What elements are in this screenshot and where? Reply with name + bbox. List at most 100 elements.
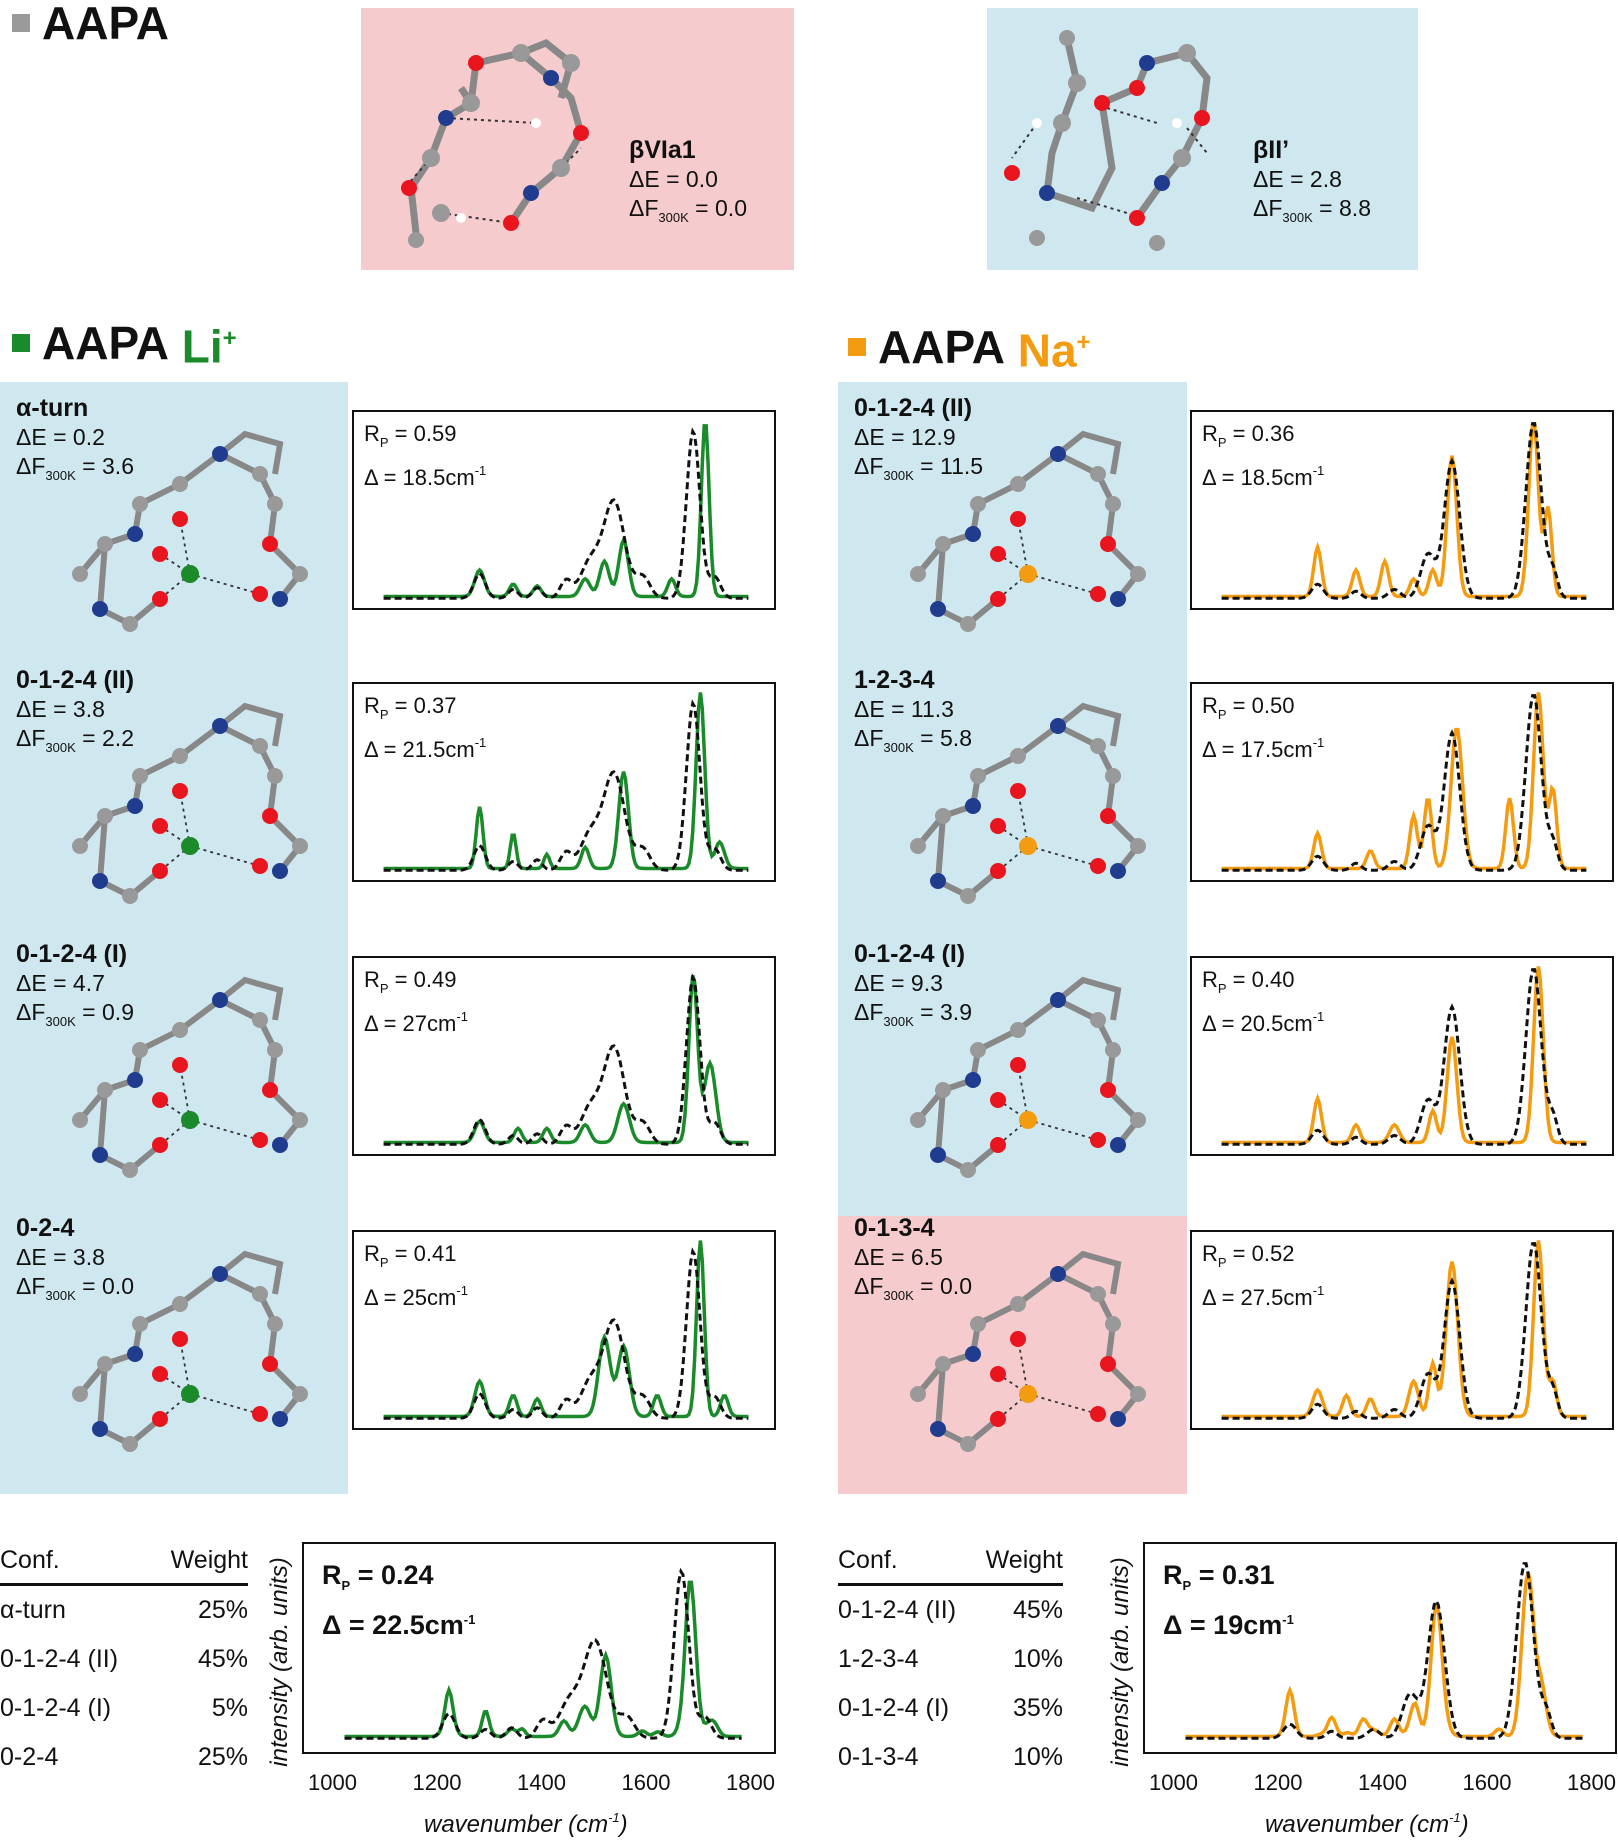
na-molecule: [910, 976, 1146, 1178]
delta-prefix: Δ = 25cm: [364, 1285, 457, 1310]
calculated-spectrum-line: [383, 974, 749, 1145]
table-weight: 45%: [1012, 1596, 1063, 1624]
bii-name: βII’: [1253, 136, 1290, 164]
rp-prefix: R: [364, 1241, 380, 1266]
na-spectrum-plot: [1221, 966, 1587, 1146]
delta-line: Δ = 20.5cm-1: [1202, 1003, 1324, 1038]
rp-val: = 0.41: [388, 1241, 457, 1266]
li-ion-charge: +: [222, 325, 237, 352]
x-tick-label: 1200: [1253, 1770, 1303, 1795]
delta-prefix: Δ = 19cm: [1163, 1610, 1283, 1640]
header-aapa: AAPA: [12, 0, 169, 46]
table-conf: 0-1-2-4 (I): [838, 1694, 950, 1722]
conformer-de: ΔE = 6.5: [854, 1244, 943, 1270]
df-sub: 300K: [45, 1288, 76, 1303]
na-molecule: [910, 702, 1146, 904]
experimental-spectrum-line: [383, 1247, 749, 1420]
rp-sub: P: [1217, 981, 1227, 996]
table-row: 0-1-2-4 (I) 35%: [838, 1684, 1063, 1733]
table-conf: α-turn: [0, 1596, 66, 1624]
experimental-spectrum-line: [383, 973, 749, 1146]
na-table-header: Conf. Weight: [838, 1540, 1063, 1586]
df-val: = 3.9: [913, 999, 972, 1025]
na-spectrum-plot: [1221, 692, 1587, 872]
df-prefix: ΔF: [629, 195, 659, 221]
conformer-df: ΔF300K = 3.9: [854, 998, 972, 1036]
na-combined-delta: Δ = 19cm-1: [1163, 1603, 1294, 1642]
conformer-name: 1-2-3-4: [854, 666, 935, 694]
li-combined-plot: [344, 1567, 742, 1740]
table-conf: 0-1-2-4 (II): [838, 1596, 957, 1624]
table-row: 0-1-2-4 (I) 5%: [0, 1684, 248, 1733]
df-sub: 300K: [45, 468, 76, 483]
rp-val: = 0.36: [1226, 421, 1295, 446]
header-aapa-li: AAPA Li+: [12, 316, 237, 369]
rp-sub: P: [379, 435, 389, 450]
neutral-panel-bvia1: βVIa1 ΔE = 0.0 ΔF300K = 0.0: [361, 8, 794, 270]
na-molecule: [910, 1250, 1146, 1452]
x-tick-label: 1200: [412, 1770, 462, 1795]
li-spectrum-box: RP = 0.37 Δ = 21.5cm-1: [352, 682, 776, 882]
experimental-spectrum-line: [1221, 968, 1587, 1146]
li-spectrum-plot: [383, 1240, 749, 1420]
na-conformer-label: 0-1-2-4 (I) ΔE = 9.3 ΔF300K = 3.9: [854, 940, 972, 1036]
table-conf: 0-2-4: [0, 1743, 59, 1771]
conformer-df: ΔF300K = 0.9: [16, 998, 134, 1036]
spectrum-stats: RP = 0.36 Δ = 18.5cm-1: [1202, 420, 1324, 492]
li-metal-ion-icon: [181, 1111, 199, 1129]
df-sub: 300K: [45, 1014, 76, 1029]
rp-sub: P: [1217, 1255, 1227, 1270]
x-tick-label: 1800: [1567, 1770, 1616, 1795]
na-conformer-label: 0-1-3-4 ΔE = 6.5 ΔF300K = 0.0: [854, 1214, 972, 1310]
gray-square-icon: [12, 14, 30, 32]
na-ion-charge: +: [1076, 329, 1091, 356]
bvia1-name: βVIa1: [629, 136, 696, 164]
df-sub: 300K: [658, 210, 689, 225]
x-tick-label: 1600: [1462, 1770, 1512, 1795]
li-molecule: [72, 702, 308, 904]
li-conformer-label: 0-1-2-4 (II) ΔE = 3.8 ΔF300K = 2.2: [16, 666, 134, 762]
table-conf: 1-2-3-4: [838, 1645, 919, 1673]
conformer-de: ΔE = 3.8: [16, 696, 105, 722]
na-xlabel: wavenumber (cm-1): [1265, 1810, 1469, 1839]
df-prefix: ΔF: [854, 1273, 884, 1299]
rp-line: RP = 0.49: [364, 966, 468, 1003]
x-tick-label: 1800: [726, 1770, 775, 1795]
li-xlabel: wavenumber (cm-1): [424, 1810, 628, 1839]
rp-line: RP = 0.41: [364, 1240, 468, 1277]
spectrum-stats: RP = 0.40 Δ = 20.5cm-1: [1202, 966, 1324, 1038]
na-spectrum-box: RP = 0.52 Δ = 27.5cm-1: [1190, 1230, 1614, 1430]
calculated-spectrum-line: [383, 424, 749, 599]
experimental-spectrum-line: [1185, 1562, 1583, 1740]
df-sub: 300K: [883, 1288, 914, 1303]
delta-prefix: Δ = 17.5cm: [1202, 737, 1313, 762]
rp-prefix: R: [364, 421, 380, 446]
delta-line: Δ = 27.5cm-1: [1202, 1277, 1324, 1312]
delta-sup: -1: [474, 463, 487, 478]
table-row: 0-1-2-4 (II) 45%: [0, 1635, 248, 1684]
header-li-label: AAPA: [42, 316, 169, 369]
conformer-de: ΔE = 12.9: [854, 424, 956, 450]
rp-prefix: R: [1202, 1241, 1218, 1266]
li-spectrum-box: RP = 0.59 Δ = 18.5cm-1: [352, 410, 776, 610]
rp-sub: P: [1217, 707, 1227, 722]
x-tick-label: 1400: [1358, 1770, 1407, 1795]
conformer-df: ΔF300K = 5.8: [854, 724, 972, 762]
delta-sup: -1: [1312, 463, 1325, 478]
header-na-ion: Na+: [1018, 320, 1091, 373]
experimental-spectrum-line: [383, 427, 749, 600]
na-spectrum-box: RP = 0.36 Δ = 18.5cm-1: [1190, 410, 1614, 610]
header-aapa-label: AAPA: [42, 0, 169, 49]
li-metal-ion-icon: [181, 565, 199, 583]
spectrum-stats: RP = 0.50 Δ = 17.5cm-1: [1202, 692, 1324, 764]
bii-de: ΔE = 2.8: [1253, 166, 1342, 192]
rp-val: = 0.37: [388, 693, 457, 718]
rp-val: = 0.40: [1226, 967, 1295, 992]
li-molecule: [72, 1250, 308, 1452]
table-weight: 35%: [1012, 1694, 1063, 1722]
delta-sup: -1: [1312, 1009, 1325, 1024]
df-val: = 3.6: [75, 453, 134, 479]
bii-df: ΔF300K = 8.8: [1253, 194, 1371, 232]
conformer-name: α-turn: [16, 394, 89, 422]
rp-val: = 0.49: [388, 967, 457, 992]
